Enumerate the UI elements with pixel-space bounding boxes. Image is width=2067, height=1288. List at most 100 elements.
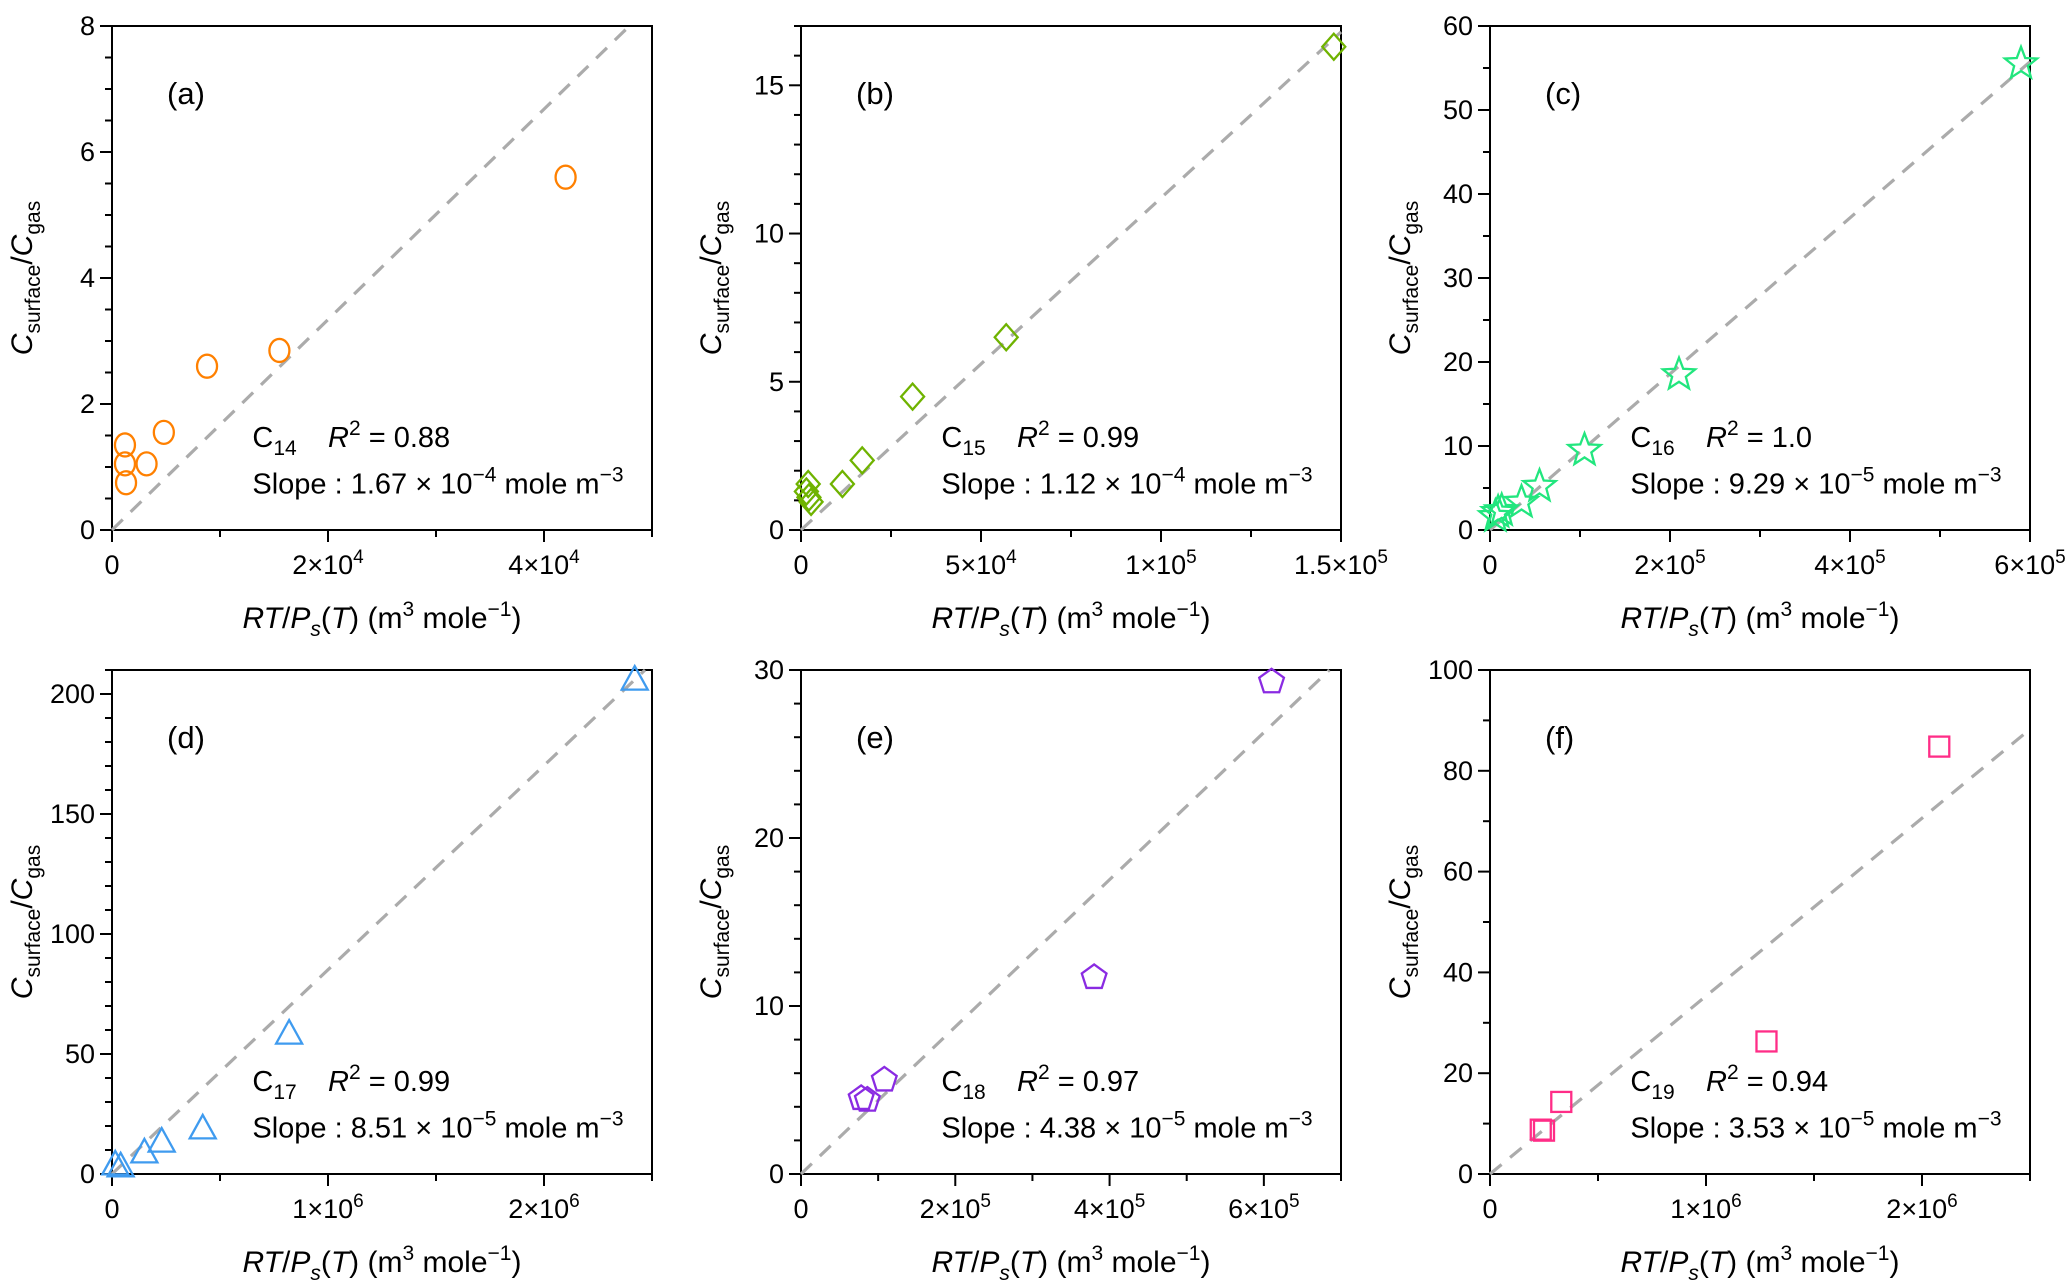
- data-point-diamond: [993, 322, 1020, 353]
- x-axis-label: RT/Ps(T) (m3 mole−1): [932, 1242, 1211, 1285]
- y-tick-label: 30: [1443, 263, 1473, 293]
- panel-letter: (c): [1545, 76, 1581, 111]
- data-point-circle: [195, 353, 219, 379]
- data-point-circle: [113, 432, 137, 458]
- y-tick-label: 150: [50, 799, 95, 829]
- subplot-b: 0 5×104 1×105 1.5×105 0 5 10 15 (b) C15 R2 = 0.99 S…: [689, 0, 1388, 644]
- data-point-square: [1532, 1119, 1556, 1142]
- data-point-diamond: [798, 487, 825, 517]
- subplot-d-canvas: 0 1×106 2×106 0 50 100 150 200 (d) C17 R2 = 0.99 Sl…: [6, 663, 653, 1285]
- y-tick-label: 60: [1443, 11, 1473, 41]
- x-tick-label: 2×105: [1634, 547, 1705, 580]
- x-tick-label: 6×105: [1994, 547, 2065, 580]
- x-tick-label: 2×106: [1886, 1191, 1957, 1224]
- data-points: [1529, 735, 1951, 1142]
- x-axis-ticks: 0 5×104 1×105 1.5×105: [793, 530, 1388, 580]
- data-point-diamond: [1320, 32, 1347, 62]
- data-point-star: [2001, 43, 2041, 81]
- r-squared-annotation: R2 = 0.99: [328, 1061, 450, 1098]
- subplot-a-canvas: 0 2×104 4×104 0 2 4 6 8 (a) C14 R2 = 0.88 Slope : 1…: [6, 11, 653, 641]
- y-tick-label: 20: [754, 823, 784, 853]
- data-points: [1476, 43, 2041, 533]
- data-point-square: [1928, 735, 1951, 758]
- y-tick-label: 100: [1428, 655, 1473, 685]
- y-axis-ticks: 0 10 20 30: [754, 655, 801, 1189]
- data-point-circle: [152, 419, 175, 446]
- y-tick-label: 20: [1443, 1058, 1473, 1088]
- fit-line: [110, 24, 631, 532]
- y-tick-label: 100: [50, 919, 95, 949]
- data-point-triangle: [187, 1112, 218, 1140]
- data-point-circle: [554, 164, 577, 190]
- data-point-diamond: [795, 482, 822, 513]
- subplot-c: 0 2×105 4×105 6×105 0 10 20 30 40 50 60 (c) C16 R2 = …: [1378, 0, 2067, 644]
- x-tick-label: 6×105: [1228, 1191, 1299, 1224]
- subplot-f-canvas: 0 1×106 2×106 0 20 40 60 80 100 (f) C19 R2 = 0.94 Sl…: [1384, 655, 2032, 1285]
- data-points: [793, 32, 1347, 517]
- data-point-star: [1520, 466, 1559, 503]
- panel-letter: (b): [856, 76, 894, 111]
- y-axis-label: Csurface/Cgas: [695, 201, 734, 355]
- y-tick-label: 0: [80, 1159, 95, 1189]
- y-tick-label: 80: [1443, 756, 1473, 786]
- y-axis-ticks: 0 20 40 60 80 100: [1428, 655, 1490, 1189]
- y-tick-label: 6: [80, 137, 95, 167]
- x-tick-label: 1×106: [1670, 1191, 1741, 1224]
- data-point-pentagon: [853, 1085, 882, 1112]
- series-annotation: C19: [1630, 1066, 1674, 1104]
- subplot-e-canvas: 0 2×105 4×105 6×105 0 10 20 30 (e) C18 R2 = 0.97 Sl…: [695, 655, 1342, 1285]
- slope-annotation: Slope : 8.51 × 10−5 mole m−3: [252, 1108, 623, 1145]
- data-point-diamond: [829, 469, 856, 499]
- y-tick-label: 0: [80, 515, 95, 545]
- panel-letter: (a): [167, 76, 205, 111]
- slope-annotation: Slope : 1.12 × 10−4 mole m−3: [941, 464, 1312, 501]
- data-point-pentagon: [1080, 963, 1108, 990]
- fit-line: [110, 668, 647, 1176]
- series-annotation: C16: [1630, 422, 1674, 460]
- slope-annotation: Slope : 9.29 × 10−5 mole m−3: [1630, 464, 2001, 501]
- y-tick-label: 60: [1443, 857, 1473, 887]
- data-points: [113, 164, 577, 496]
- y-tick-label: 10: [754, 219, 784, 249]
- x-tick-label: 0: [793, 1194, 808, 1224]
- data-point-diamond: [899, 381, 926, 412]
- x-axis-ticks: 0 1×106 2×106: [104, 1174, 653, 1224]
- x-tick-label: 4×105: [1814, 547, 1885, 580]
- y-tick-label: 30: [754, 655, 784, 685]
- y-axis-label: Csurface/Cgas: [1384, 201, 1423, 355]
- y-tick-label: 10: [1443, 431, 1473, 461]
- y-tick-label: 15: [754, 70, 784, 100]
- plot-frame: [800, 669, 1342, 1175]
- fit-line: [1488, 727, 2032, 1176]
- data-point-square: [1550, 1090, 1573, 1114]
- series-annotation: C18: [941, 1066, 985, 1104]
- x-axis-label: RT/Ps(T) (m3 mole−1): [1621, 1242, 1900, 1285]
- y-tick-label: 50: [1443, 95, 1473, 125]
- y-axis-label: Csurface/Cgas: [6, 201, 45, 355]
- plot-frame: [111, 669, 653, 1175]
- r-squared-annotation: R2 = 1.0: [1706, 417, 1812, 454]
- x-axis-label: RT/Ps(T) (m3 mole−1): [1621, 598, 1900, 641]
- series-annotation: C14: [252, 422, 297, 460]
- x-tick-label: 5×104: [945, 547, 1017, 580]
- x-axis-ticks: 0 2×105 4×105 6×105: [793, 1174, 1342, 1224]
- y-tick-label: 4: [80, 263, 95, 293]
- data-point-pentagon: [1257, 667, 1286, 694]
- series-annotation: C17: [252, 1066, 296, 1104]
- y-tick-label: 0: [769, 515, 784, 545]
- data-point-circle: [114, 470, 138, 496]
- slope-annotation: Slope : 1.67 × 10−4 mole m−3: [252, 464, 623, 501]
- y-axis-ticks: 0 5 10 15: [754, 25, 801, 545]
- subplot-c-canvas: 0 2×105 4×105 6×105 0 10 20 30 40 50 60 (c) C16 R2 = …: [1384, 11, 2066, 641]
- x-tick-label: 0: [793, 550, 808, 580]
- y-tick-label: 2: [80, 389, 95, 419]
- y-tick-label: 8: [80, 11, 95, 41]
- x-tick-label: 2×104: [292, 547, 364, 580]
- slope-annotation: Slope : 3.53 × 10−5 mole m−3: [1630, 1108, 2001, 1145]
- x-tick-label: 2×105: [920, 1191, 991, 1224]
- subplot-f: 0 1×106 2×106 0 20 40 60 80 100 (f) C19 R2 = 0.94 Sl…: [1378, 644, 2067, 1288]
- slope-annotation: Slope : 4.38 × 10−5 mole m−3: [941, 1108, 1312, 1145]
- data-point-triangle: [146, 1125, 177, 1153]
- x-axis-label: RT/Ps(T) (m3 mole−1): [932, 598, 1211, 641]
- x-axis-ticks: 0 1×106 2×106: [1482, 1174, 2031, 1224]
